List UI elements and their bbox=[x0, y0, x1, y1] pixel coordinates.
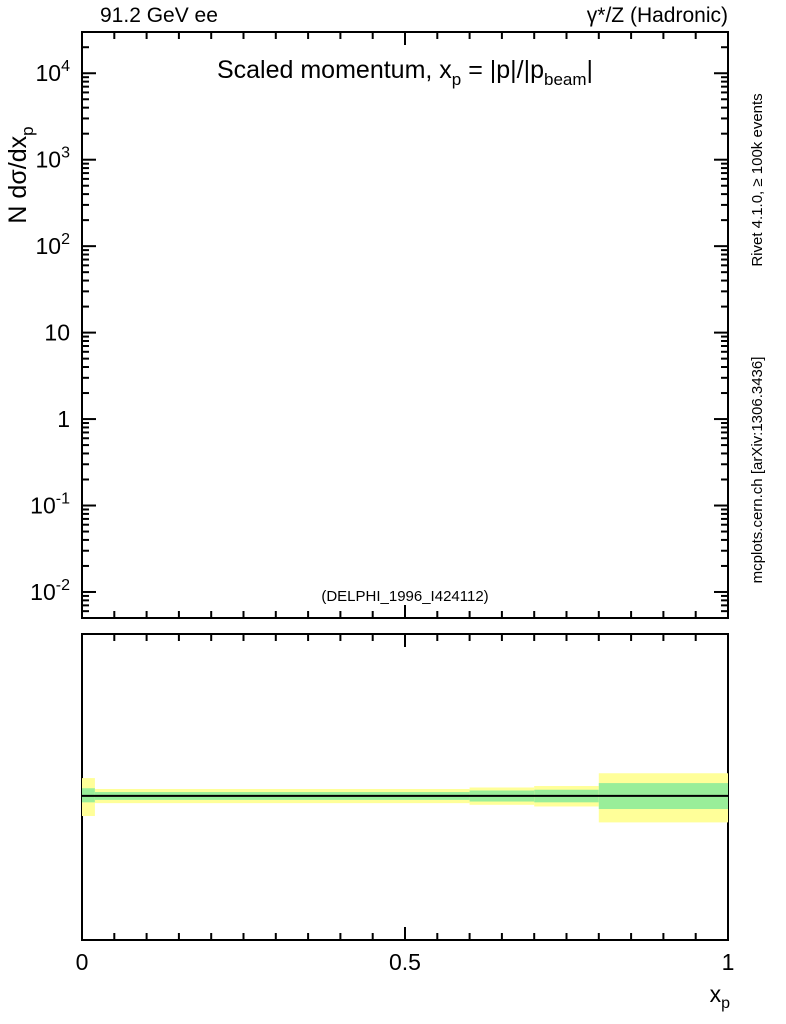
plot-title: Scaled momentum, xp = |p|/|pbeam| bbox=[217, 56, 593, 89]
main-ytick-label: 103 bbox=[36, 145, 71, 173]
xtick-label: 1 bbox=[722, 949, 735, 975]
ratio-uncertainty-bands bbox=[82, 773, 728, 823]
main-ytick-label: 102 bbox=[36, 231, 71, 259]
main-ytick-label: 104 bbox=[36, 58, 71, 86]
main-ytick-label: 1 bbox=[57, 406, 70, 432]
side-label-mcplots: mcplots.cern.ch [arXiv:1306.3436] bbox=[749, 357, 766, 584]
xtick-label: 0.5 bbox=[389, 949, 421, 975]
main-panel-frame bbox=[81, 31, 729, 619]
side-label-rivet: Rivet 4.1.0, ≥ 100k events bbox=[749, 93, 766, 266]
y-axis-title: N dσ/dxp bbox=[4, 126, 37, 223]
x-axis-title: xp bbox=[710, 981, 731, 1012]
header-left-label: 91.2 GeV ee bbox=[100, 4, 218, 27]
main-ytick-label: 10 bbox=[44, 320, 70, 346]
analysis-watermark: (DELPHI_1996_I424112) bbox=[321, 588, 488, 605]
main-ytick-label: 10-2 bbox=[30, 577, 70, 605]
header-right-label: γ*/Z (Hadronic) bbox=[587, 4, 728, 27]
main-ytick-label: 10-1 bbox=[30, 491, 70, 519]
xtick-label: 0 bbox=[76, 949, 89, 975]
